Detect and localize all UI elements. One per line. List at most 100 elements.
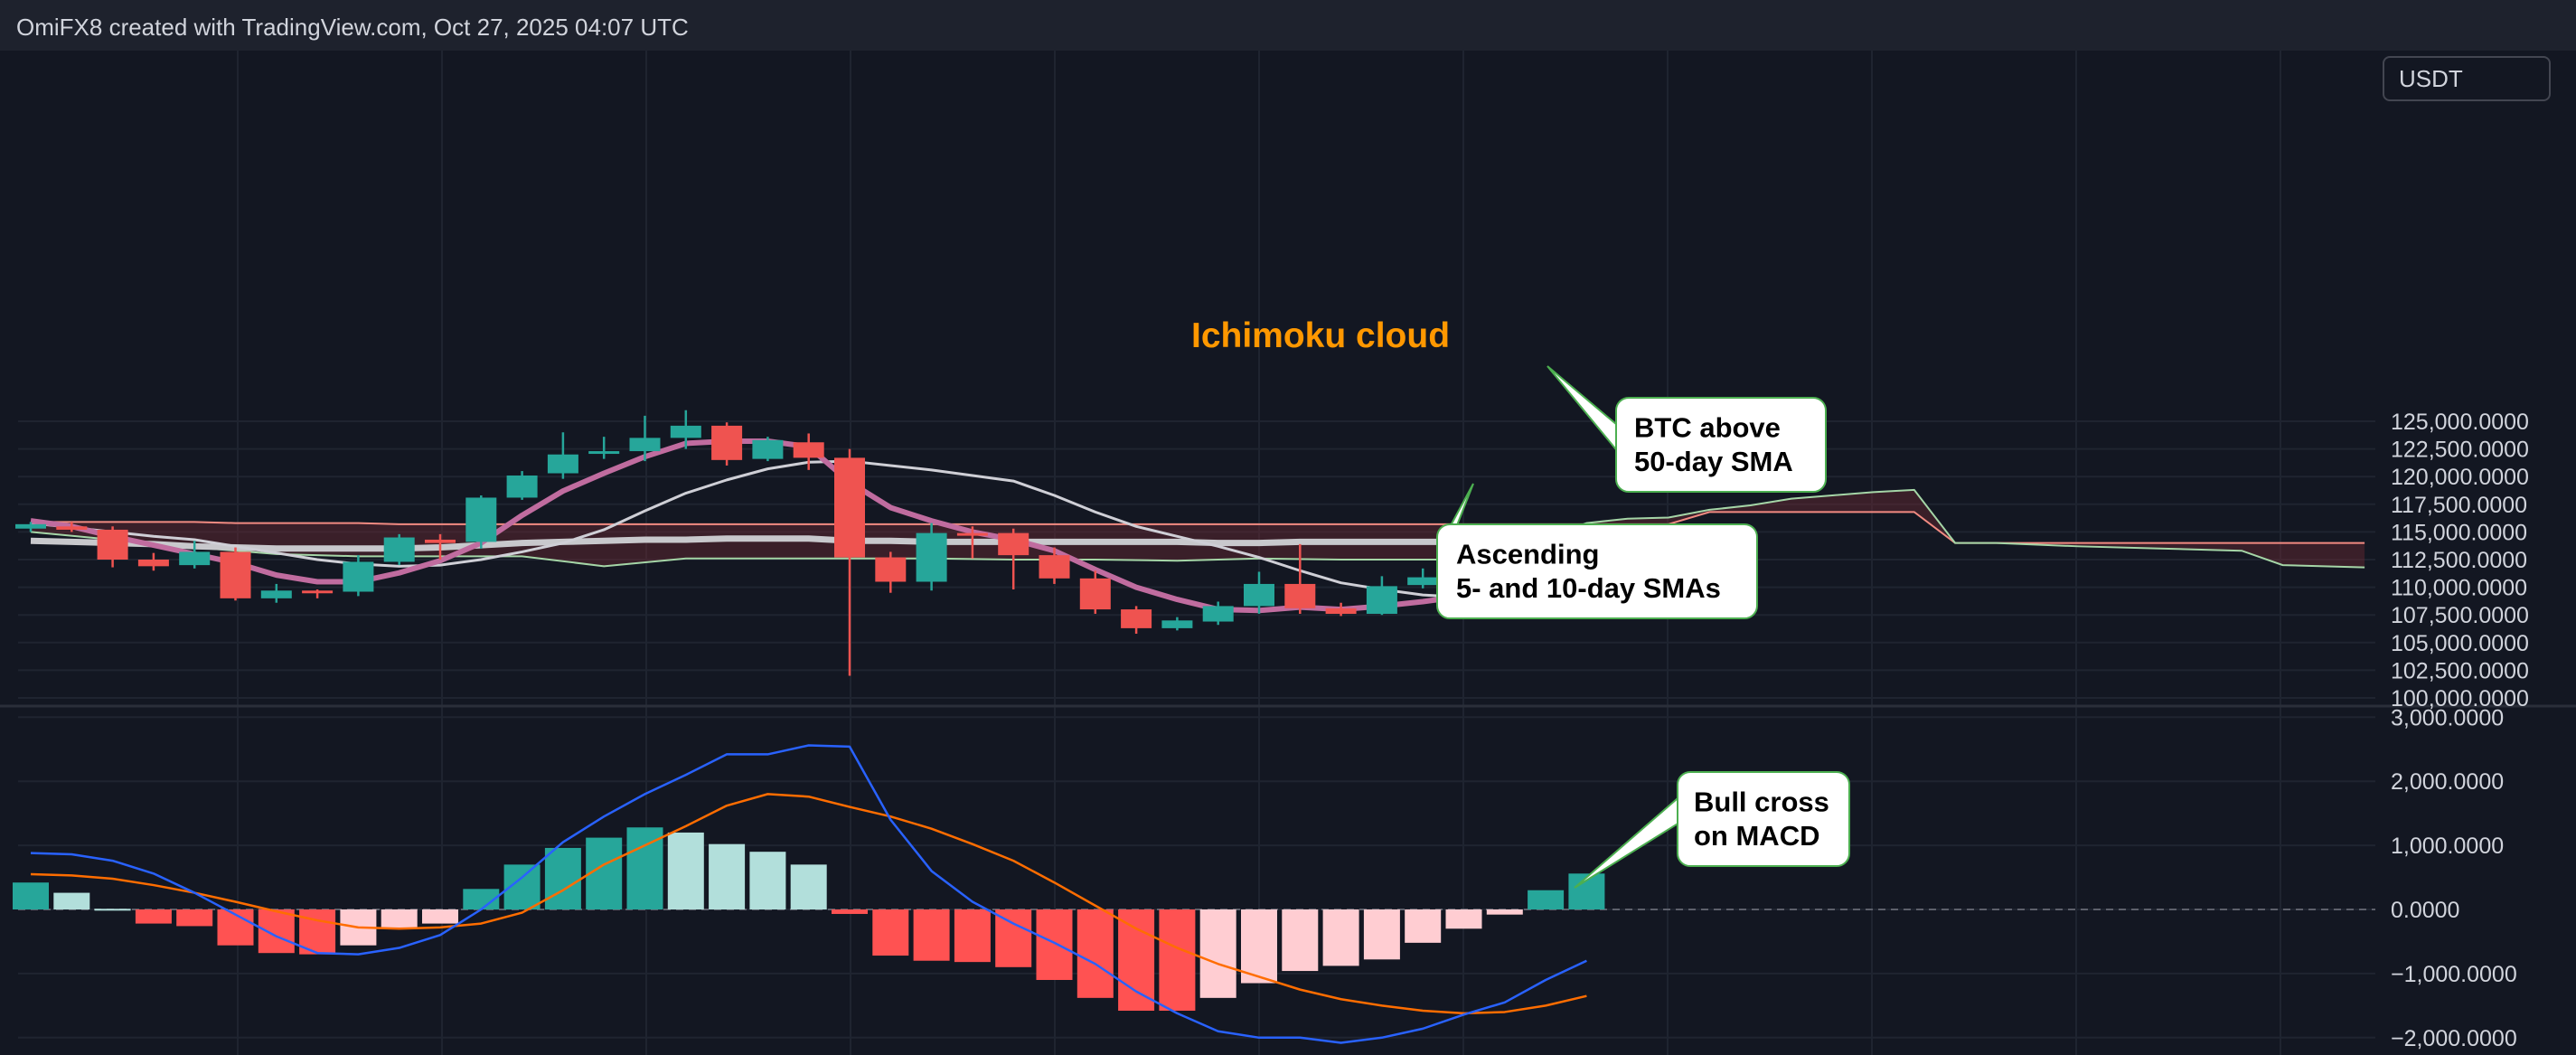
candle xyxy=(1121,606,1152,635)
candle xyxy=(588,437,620,459)
candle-body xyxy=(56,526,88,530)
callout-line-1: Bull cross xyxy=(1694,787,1829,818)
candle-body xyxy=(302,590,334,594)
callout-box xyxy=(1436,523,1758,619)
candle-body xyxy=(670,425,701,438)
candle xyxy=(629,415,661,462)
candle xyxy=(916,523,947,591)
histogram-bar xyxy=(790,864,827,909)
macd-pane xyxy=(0,707,2576,1055)
candle xyxy=(1325,602,1357,617)
candle-body xyxy=(916,532,947,582)
candle-body xyxy=(834,457,865,558)
candle xyxy=(137,552,169,571)
price-tick-label: 105,000.0000 xyxy=(2391,631,2529,656)
histogram-bar xyxy=(586,837,623,909)
callout-joint xyxy=(1679,796,1685,827)
candle-body xyxy=(547,454,578,474)
macd-tick-label: 2,000.0000 xyxy=(2391,769,2504,795)
candle-body xyxy=(629,438,661,452)
price-tick-label: 120,000.0000 xyxy=(2391,465,2529,490)
candle-body xyxy=(1325,608,1357,614)
sma-50-line xyxy=(30,534,1547,552)
price-tick-label: 107,500.0000 xyxy=(2391,603,2529,628)
candle-body xyxy=(711,425,743,460)
histogram-bar xyxy=(667,832,704,909)
candle-body xyxy=(1366,586,1397,614)
candle-body xyxy=(1244,583,1274,607)
candle xyxy=(1244,571,1274,614)
histogram-bar xyxy=(13,882,49,909)
candle xyxy=(465,495,497,549)
macd-signal-line xyxy=(30,793,1587,1015)
candle xyxy=(302,589,334,598)
grid xyxy=(0,51,2576,1055)
candle-body xyxy=(1407,577,1439,586)
candle xyxy=(752,437,784,462)
histogram-bar xyxy=(1528,890,1565,909)
candle-body xyxy=(588,451,620,455)
histogram-bar xyxy=(381,909,418,929)
macd-tick-label: 3,000.0000 xyxy=(2391,705,2504,730)
candle-body xyxy=(1039,555,1070,579)
callout-joint xyxy=(1439,548,1444,579)
macd-tick-label: 1,000.0000 xyxy=(2391,834,2504,859)
histogram-bar xyxy=(749,852,786,909)
histogram-bar xyxy=(954,909,991,963)
candle-body xyxy=(956,532,988,536)
candle-body xyxy=(1202,606,1234,622)
candle-body xyxy=(383,537,415,562)
histogram-bar xyxy=(53,892,90,909)
candle-body xyxy=(15,523,46,529)
candle xyxy=(1202,601,1234,626)
callout-line-1: Ascending xyxy=(1456,539,1599,570)
candle xyxy=(670,410,701,449)
candle-body xyxy=(343,561,374,592)
histogram-bar xyxy=(1036,909,1073,980)
histogram-bar xyxy=(1076,909,1114,998)
callout-line-2: on MACD xyxy=(1694,820,1819,852)
candle-body xyxy=(1079,578,1111,610)
callout-line-2: 5- and 10-day SMAs xyxy=(1456,572,1721,604)
candle xyxy=(1407,568,1439,589)
histogram-bar xyxy=(176,909,213,927)
ichimoku-label: Ichimoku cloud xyxy=(1191,316,1450,355)
histogram-bar xyxy=(626,827,663,909)
callout-joint xyxy=(1618,421,1623,453)
candle xyxy=(425,533,456,560)
histogram-bar xyxy=(1282,909,1319,972)
candle-body xyxy=(465,497,497,542)
candle-body xyxy=(506,475,538,498)
histogram-bar xyxy=(1363,909,1400,960)
callout-box xyxy=(1615,397,1827,493)
candle-body xyxy=(220,551,251,598)
price-tick-label: 125,000.0000 xyxy=(2391,410,2529,435)
candle xyxy=(956,526,988,559)
candle xyxy=(179,541,211,569)
histogram-bar xyxy=(463,889,500,909)
callout-box xyxy=(1677,771,1850,867)
candle xyxy=(260,583,292,603)
macd-lines xyxy=(30,744,1587,1044)
candle xyxy=(343,555,374,597)
candle-body xyxy=(137,560,169,567)
candle xyxy=(97,526,128,568)
histogram-bar xyxy=(1405,909,1442,943)
sma-10-line xyxy=(30,459,1547,599)
candle-body xyxy=(260,590,292,598)
candle xyxy=(1079,570,1111,614)
candle xyxy=(875,551,907,593)
currency-selector[interactable]: USDT xyxy=(2383,56,2551,101)
macd-tick-label: −2,000.0000 xyxy=(2391,1026,2517,1051)
callout-line-1: BTC above xyxy=(1634,412,1781,444)
price-tick-label: 122,500.0000 xyxy=(2391,438,2529,463)
candle-body xyxy=(793,442,824,458)
candle xyxy=(1366,576,1397,616)
candle xyxy=(1039,547,1070,584)
candle xyxy=(711,422,743,466)
